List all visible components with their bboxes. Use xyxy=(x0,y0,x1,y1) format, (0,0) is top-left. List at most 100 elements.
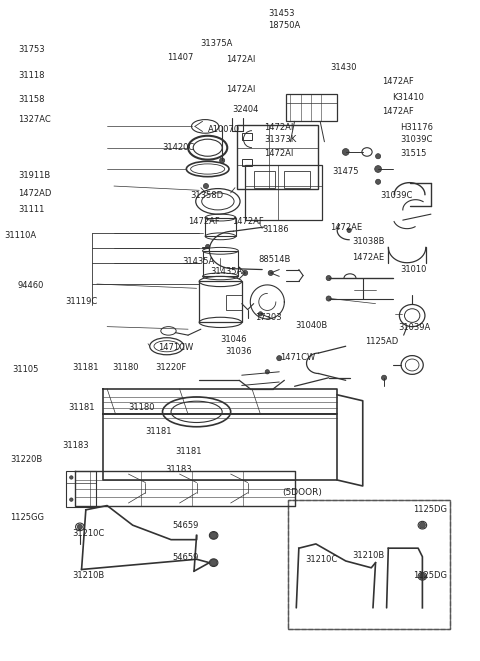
Ellipse shape xyxy=(326,296,331,301)
Text: 1472AI: 1472AI xyxy=(264,124,293,132)
Text: 18750A: 18750A xyxy=(268,20,300,30)
Text: 31375A: 31375A xyxy=(200,38,232,48)
Text: 54659: 54659 xyxy=(172,553,198,563)
Ellipse shape xyxy=(375,153,381,159)
Bar xyxy=(238,125,318,188)
Text: 11407: 11407 xyxy=(167,54,193,63)
Text: 31220F: 31220F xyxy=(155,362,186,371)
Text: 31753: 31753 xyxy=(18,46,45,54)
Text: 31158: 31158 xyxy=(18,95,45,104)
Bar xyxy=(66,471,96,507)
Text: 1125AD: 1125AD xyxy=(365,338,398,346)
Text: 1472AI: 1472AI xyxy=(226,85,255,95)
Text: 1472AF: 1472AF xyxy=(382,108,414,116)
Text: 1472AI: 1472AI xyxy=(264,149,293,157)
Bar xyxy=(286,94,337,121)
Text: 1471CW: 1471CW xyxy=(280,354,315,362)
Text: 31039C: 31039C xyxy=(400,136,432,145)
Text: 31420C: 31420C xyxy=(162,143,194,153)
Text: 31358D: 31358D xyxy=(190,190,223,200)
Text: 31046: 31046 xyxy=(220,336,247,344)
Ellipse shape xyxy=(204,184,208,188)
Text: 1472AI: 1472AI xyxy=(226,56,255,65)
Text: 31186: 31186 xyxy=(262,225,288,235)
Ellipse shape xyxy=(382,375,386,380)
Ellipse shape xyxy=(210,532,217,539)
Text: 31210C: 31210C xyxy=(72,529,104,537)
Bar xyxy=(254,171,275,188)
Text: 1472AF: 1472AF xyxy=(188,217,220,227)
Text: 1327AC: 1327AC xyxy=(18,116,51,124)
Bar xyxy=(245,165,322,220)
Text: A10070: A10070 xyxy=(208,126,240,134)
Ellipse shape xyxy=(242,270,248,276)
Ellipse shape xyxy=(375,166,382,173)
Text: 1472AF: 1472AF xyxy=(382,77,414,87)
Text: 1472AE: 1472AE xyxy=(330,223,362,233)
Text: 1471CW: 1471CW xyxy=(158,344,193,352)
Text: 31210B: 31210B xyxy=(72,570,104,580)
Text: 31040B: 31040B xyxy=(295,321,327,330)
Ellipse shape xyxy=(265,369,269,374)
Text: 31105: 31105 xyxy=(12,366,38,375)
Ellipse shape xyxy=(219,158,225,163)
Ellipse shape xyxy=(420,573,425,579)
Text: K31410: K31410 xyxy=(392,93,424,102)
Text: 31036: 31036 xyxy=(225,348,252,356)
Bar xyxy=(242,159,252,166)
Bar xyxy=(199,282,242,323)
Text: 31010: 31010 xyxy=(400,266,426,274)
Text: 94460: 94460 xyxy=(18,280,44,290)
Text: 31373K: 31373K xyxy=(264,136,296,145)
Text: 31118: 31118 xyxy=(18,71,45,79)
Text: 31181: 31181 xyxy=(175,447,202,457)
Text: 31039C: 31039C xyxy=(380,190,412,200)
Ellipse shape xyxy=(205,245,210,249)
Text: 31435A: 31435A xyxy=(182,258,214,266)
Text: 31515: 31515 xyxy=(400,149,426,157)
Ellipse shape xyxy=(77,524,83,529)
Ellipse shape xyxy=(326,276,331,281)
Text: (5DOOR): (5DOOR) xyxy=(282,488,322,496)
Ellipse shape xyxy=(258,312,263,316)
Text: 1125DG: 1125DG xyxy=(413,506,447,514)
Text: 31453: 31453 xyxy=(268,9,295,19)
Ellipse shape xyxy=(70,476,73,479)
Bar xyxy=(242,134,252,140)
Bar xyxy=(284,171,310,188)
Text: 17303: 17303 xyxy=(255,313,282,323)
Ellipse shape xyxy=(342,149,349,155)
Text: 31210C: 31210C xyxy=(305,555,337,564)
Bar xyxy=(203,251,239,276)
Text: 1472AF: 1472AF xyxy=(232,217,264,227)
Ellipse shape xyxy=(70,498,73,501)
Text: 31111: 31111 xyxy=(18,206,44,215)
Text: 31110A: 31110A xyxy=(4,231,36,239)
Text: 31181: 31181 xyxy=(145,428,171,436)
Text: 31430: 31430 xyxy=(330,63,357,73)
Ellipse shape xyxy=(210,559,217,566)
Ellipse shape xyxy=(268,270,273,276)
Text: 31038B: 31038B xyxy=(352,237,384,247)
Text: 54659: 54659 xyxy=(172,520,198,529)
Text: 31180: 31180 xyxy=(112,362,139,371)
Text: 31435A: 31435A xyxy=(210,268,242,276)
Bar xyxy=(205,217,236,237)
Ellipse shape xyxy=(420,522,425,528)
Text: 31183: 31183 xyxy=(62,440,89,449)
Text: 31039A: 31039A xyxy=(398,323,430,332)
Text: 1125GG: 1125GG xyxy=(10,514,44,522)
Bar xyxy=(288,500,450,629)
Text: 31210B: 31210B xyxy=(352,551,384,561)
Text: 31475: 31475 xyxy=(332,167,359,176)
Text: 32404: 32404 xyxy=(232,106,258,114)
Text: 1472AD: 1472AD xyxy=(18,188,51,198)
Text: 31180: 31180 xyxy=(128,403,155,412)
Text: 88514B: 88514B xyxy=(258,256,290,264)
Ellipse shape xyxy=(375,179,381,184)
Bar xyxy=(288,500,450,629)
Text: 31181: 31181 xyxy=(68,403,95,412)
Text: 31911B: 31911B xyxy=(18,171,50,180)
Ellipse shape xyxy=(347,228,351,233)
Text: H31176: H31176 xyxy=(400,124,433,132)
